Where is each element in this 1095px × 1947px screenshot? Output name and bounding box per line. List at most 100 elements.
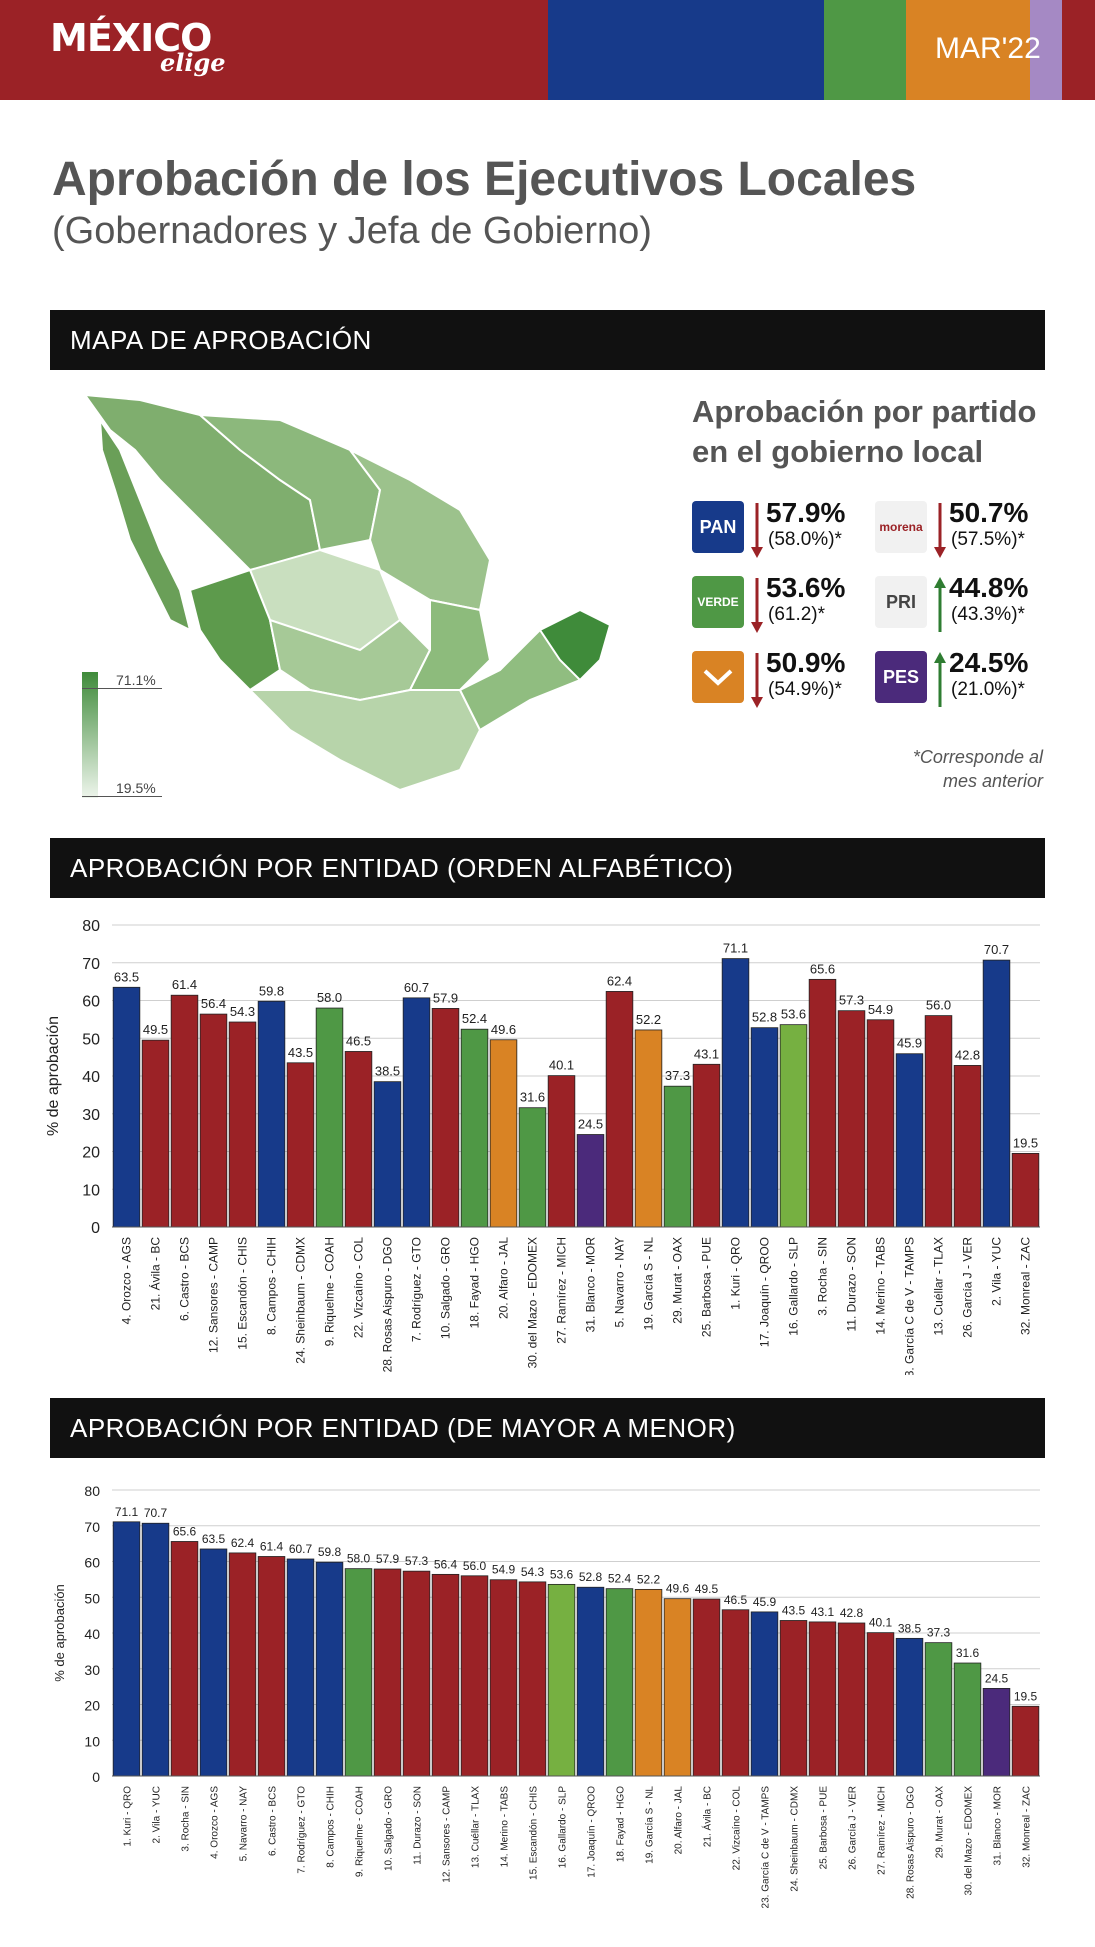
data-label: 61.4: [260, 1539, 284, 1553]
x-tick-label: 3. Rocha - SIN: [816, 1237, 830, 1316]
data-label: 59.8: [318, 1545, 342, 1559]
data-label: 52.8: [579, 1570, 603, 1584]
banner-stripe-blue: [548, 0, 824, 100]
x-tick-label: 6. Castro - BCS: [178, 1237, 192, 1321]
y-tick-label: 10: [82, 1182, 100, 1199]
data-label: 38.5: [898, 1621, 922, 1635]
trend-down-arrow-icon: [751, 653, 763, 708]
y-tick-label: 20: [82, 1145, 100, 1162]
x-tick-label: 8. Campos - CHIH: [265, 1237, 279, 1335]
x-tick-label: 25. Barbosa - PUE: [819, 1786, 830, 1870]
data-label: 54.3: [230, 1004, 255, 1019]
data-label: 42.8: [840, 1606, 864, 1620]
data-label: 52.2: [637, 1572, 661, 1586]
bar: [547, 1075, 576, 1228]
data-label: 37.3: [927, 1626, 951, 1640]
x-tick-label: 19. García S - NL: [642, 1237, 656, 1331]
x-tick-label: 21. Ávila - BC: [701, 1786, 714, 1847]
bar: [663, 1085, 692, 1228]
x-tick-label: 28. Rosas Aispuro - DGO: [381, 1237, 395, 1372]
data-label: 56.0: [926, 998, 951, 1013]
data-label: 49.5: [143, 1022, 168, 1037]
bar: [547, 1583, 576, 1777]
y-tick-label: 40: [84, 1626, 100, 1642]
data-label: 31.6: [520, 1090, 545, 1105]
party-mc: 50.9% (54.9%)*: [692, 647, 892, 717]
bar: [576, 1134, 605, 1228]
bar: [982, 1688, 1011, 1777]
party-approval-value: 50.9%: [766, 647, 846, 678]
y-tick-label: 30: [84, 1662, 100, 1678]
bar: [257, 1000, 286, 1228]
banner-stripe-orange: [906, 0, 1030, 100]
x-tick-label: 16. Gallardo - SLP: [558, 1786, 569, 1869]
trend-down-arrow-icon: [934, 503, 946, 558]
x-tick-label: 7. Rodríguez - GTO: [297, 1786, 308, 1874]
map-scale-min: 19.5%: [82, 780, 162, 797]
x-tick-label: 19. García S - NL: [645, 1786, 656, 1864]
x-tick-label: 30. del Mazo - EDOMEX: [526, 1237, 540, 1368]
x-tick-label: 17. Joaquín - QROO: [758, 1237, 772, 1347]
data-label: 43.5: [782, 1603, 806, 1617]
data-label: 40.1: [549, 1058, 574, 1073]
x-tick-label: 6. Castro - BCS: [268, 1786, 279, 1856]
x-tick-label: 15. Escandón - CHIS: [236, 1237, 250, 1350]
x-tick-label: 8. Campos - CHIH: [326, 1786, 337, 1868]
y-axis-label: % de aprobación: [45, 1016, 62, 1136]
bar: [257, 1556, 286, 1777]
party-approval-value: 50.7%: [949, 497, 1029, 528]
data-label: 19.5: [1014, 1689, 1038, 1703]
data-label: 49.6: [666, 1582, 690, 1596]
x-tick-label: 26. García J - VER: [848, 1786, 859, 1870]
x-tick-label: 2. Vila - YUC: [990, 1237, 1004, 1306]
data-label: 60.7: [404, 980, 429, 995]
x-tick-label: 28. Rosas Aispuro - DGO: [906, 1786, 917, 1899]
x-tick-label: 12. Sansores - CAMP: [207, 1237, 221, 1353]
x-tick-label: 9. Riquelme - COAH: [355, 1786, 366, 1877]
bar: [199, 1013, 228, 1228]
data-label: 65.6: [173, 1524, 197, 1538]
y-tick-label: 60: [84, 1555, 100, 1571]
data-label: 53.6: [550, 1567, 574, 1581]
bar: [344, 1568, 373, 1777]
data-label: 43.1: [694, 1046, 719, 1061]
mexico-approval-map: [82, 393, 612, 792]
data-label: 52.2: [636, 1012, 661, 1027]
party-approval-value: 24.5%: [949, 647, 1029, 678]
y-tick-label: 80: [82, 918, 100, 935]
y-tick-label: 40: [82, 1069, 100, 1086]
data-label: 45.9: [753, 1595, 777, 1609]
data-label: 43.5: [288, 1045, 313, 1060]
approval-chart-alphabetical: 0 10 20 30 40 50 60 70 80 % de aprobación 63.5 4. O…: [45, 918, 1040, 1375]
x-tick-label: 31. Blanco - MOR: [993, 1786, 1004, 1865]
bar: [460, 1028, 489, 1228]
bar: [112, 1521, 141, 1777]
x-tick-label: 20. Alfaro - JAL: [497, 1237, 511, 1319]
page-title: Aprobación de los Ejecutivos Locales: [52, 153, 917, 206]
data-label: 70.7: [984, 942, 1009, 957]
bar: [170, 994, 199, 1228]
bar: [808, 1621, 837, 1777]
bar: [315, 1007, 344, 1228]
party-logo-pes-icon: PES: [875, 651, 927, 703]
party-panel-title-line1: Aprobación por partido: [692, 394, 1037, 429]
trend-down-arrow-icon: [751, 503, 763, 558]
data-label: 52.4: [608, 1572, 632, 1586]
x-tick-label: 23. García C de V - TAMPS: [903, 1237, 917, 1375]
x-tick-label: 24. Sheinbaum - CDMX: [790, 1786, 801, 1892]
bar: [779, 1024, 808, 1228]
approval-chart-sorted: 0 10 20 30 40 50 60 70 80 % de aprobación 71.1 1. K…: [52, 1483, 1040, 1908]
x-tick-label: 10. Salgado - GRO: [439, 1237, 453, 1339]
bar: [634, 1588, 663, 1777]
map-scale-gradient: [82, 672, 98, 798]
map-region-north: [197, 413, 382, 552]
data-label: 53.6: [781, 1007, 806, 1022]
x-tick-label: 9. Riquelme - COAH: [323, 1237, 337, 1346]
data-label: 71.1: [723, 941, 748, 956]
y-tick-label: 30: [82, 1107, 100, 1124]
x-tick-label: 13. Cuéllar - TLAX: [932, 1237, 946, 1336]
bar: [1011, 1705, 1040, 1777]
x-tick-label: 20. Alfaro - JAL: [674, 1786, 685, 1855]
bar: [518, 1581, 547, 1777]
data-label: 63.5: [114, 969, 139, 984]
